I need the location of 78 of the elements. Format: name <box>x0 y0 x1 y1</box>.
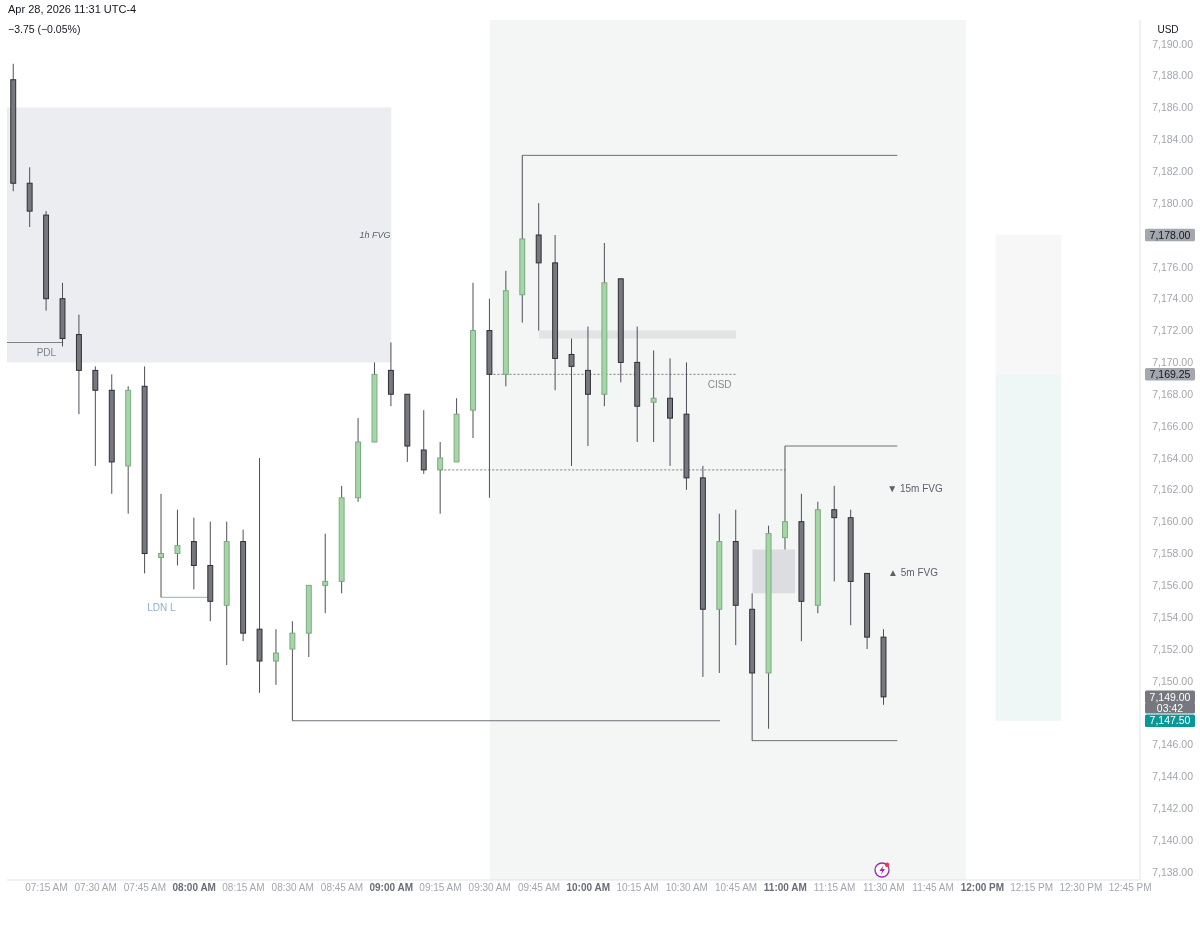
x-tick-label: 10:15 AM <box>616 881 659 893</box>
candlestick <box>437 441 444 515</box>
candlestick <box>420 409 427 475</box>
x-tick-label: 09:15 AM <box>419 881 462 893</box>
candlestick <box>568 338 575 467</box>
candlestick <box>584 326 591 447</box>
candlestick <box>273 628 279 686</box>
y-tick-label: 7,149.00 <box>1149 690 1191 703</box>
y-tick-label: 7,162.00 <box>1152 483 1194 496</box>
annotation: CISD <box>707 378 732 390</box>
y-tick-label: 7,144.00 <box>1152 770 1194 783</box>
candlestick <box>322 533 329 614</box>
chart-title: Apr 28, 2026 11:31 UTC-4 <box>8 3 137 15</box>
y-tick-label: 7,158.00 <box>1152 547 1194 560</box>
candlestick <box>174 509 181 566</box>
candlestick <box>387 342 394 407</box>
y-tick-label: 7,190.00 <box>1152 37 1194 50</box>
candlestick <box>190 517 197 590</box>
y-tick-label: 7,146.00 <box>1152 738 1194 751</box>
y-tick-label: 7,170.00 <box>1152 356 1194 369</box>
x-tick-label: 12:45 PM <box>1108 881 1152 893</box>
candlestick <box>92 365 99 467</box>
x-tick-label: 08:15 AM <box>222 881 265 893</box>
y-tick-label: 7,188.00 <box>1152 69 1194 82</box>
x-tick-label: 12:30 PM <box>1059 881 1103 893</box>
x-tick-label: 12:15 PM <box>1010 881 1054 893</box>
x-tick-label: 07:30 AM <box>74 881 117 893</box>
y-tick-label: 7,142.00 <box>1152 802 1194 815</box>
y-tick-label: 7,147.50 <box>1149 714 1191 727</box>
y-tick-label: 7,154.00 <box>1152 610 1194 623</box>
y-tick-label: 7,164.00 <box>1152 451 1194 464</box>
y-tick-label: 7,138.00 <box>1152 865 1194 878</box>
x-tick-label: 09:00 AM <box>369 881 414 893</box>
text: 03:42 <box>1156 701 1184 714</box>
annotation: LDN L <box>147 601 176 613</box>
candlestick <box>289 620 296 722</box>
x-tick-label: 08:30 AM <box>271 881 314 893</box>
annotation: 1h FVG <box>359 230 391 241</box>
x-tick-label: 07:15 AM <box>25 881 68 893</box>
chart-subtitle: −3.75 (−0.05%) <box>8 23 81 35</box>
annotation: PDL <box>36 347 57 358</box>
y-tick-label: 7,180.00 <box>1152 196 1194 209</box>
x-tick-label: 12:00 PM <box>960 881 1005 893</box>
y-tick-label: 7,186.00 <box>1152 101 1194 114</box>
x-tick-label: 11:00 AM <box>763 881 807 893</box>
candlestick <box>650 349 657 443</box>
x-tick-label: 08:45 AM <box>320 881 364 893</box>
y-tick-label: 7,184.00 <box>1152 133 1194 146</box>
x-tick-label: 11:45 AM <box>912 881 954 893</box>
y-tick-label: 7,150.00 <box>1152 674 1194 687</box>
y-tick-label: 7,166.00 <box>1152 419 1194 432</box>
x-tick-label: 09:45 AM <box>517 881 561 893</box>
y-tick-label: 7,156.00 <box>1152 579 1194 592</box>
y-tick-label: 7,140.00 <box>1152 833 1194 846</box>
y-tick-label: 7,174.00 <box>1152 292 1194 305</box>
candlestick <box>158 493 164 598</box>
x-tick-label: 07:45 AM <box>123 881 167 893</box>
x-tick-label: 11:30 AM <box>863 881 905 893</box>
y-tick-label: 7,168.00 <box>1152 387 1194 400</box>
y-tick-label: 7,169.25 <box>1149 368 1191 381</box>
candlestick <box>667 357 674 467</box>
y-tick-label: 7,176.00 <box>1152 260 1194 273</box>
y-tick-label: 7,178.00 <box>1149 228 1191 241</box>
x-tick-label: 11:15 AM <box>813 881 856 893</box>
x-tick-label: 10:30 AM <box>665 881 708 893</box>
y-tick-label: 7,182.00 <box>1152 164 1194 177</box>
x-tick-label: 10:00 AM <box>566 881 611 893</box>
x-tick-label: 09:30 AM <box>468 881 511 893</box>
x-tick-label: 08:00 AM <box>172 881 216 893</box>
candlestick <box>831 485 838 582</box>
y-tick-label: 7,172.00 <box>1152 324 1194 337</box>
annotation: ▼ 15m FVG <box>887 482 943 494</box>
y-tick-label: 7,160.00 <box>1152 515 1194 528</box>
y-tick-label: 7,152.00 <box>1152 642 1194 655</box>
candlestick <box>782 445 788 551</box>
x-tick-label: 10:45 AM <box>714 881 758 893</box>
y-axis-title: USD <box>1157 23 1179 35</box>
annotation: ▲ 5m FVG <box>888 566 939 578</box>
